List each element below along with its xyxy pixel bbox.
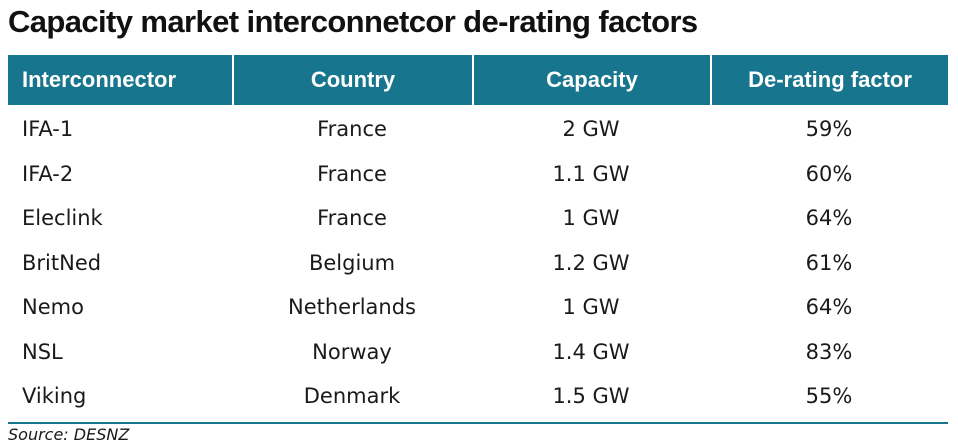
table-header-row: Interconnector Country Capacity De-ratin… (8, 55, 948, 105)
cell-country: France (317, 206, 387, 230)
table-row: IFA-1 France 2 GW 59% (8, 107, 948, 152)
header-country: Country (232, 55, 472, 105)
table-bottom-rule (8, 421, 948, 424)
table-row: Viking Denmark 1.5 GW 55% (8, 374, 948, 419)
cell-de-rating-factor: 64% (805, 295, 853, 319)
cell-interconnector: BritNed (22, 250, 102, 275)
cell-capacity: 2 GW (562, 117, 620, 141)
cell-de-rating-factor: 59% (805, 117, 853, 141)
cell-country: Belgium (308, 250, 396, 275)
table-row: Eleclink France 1 GW 64% (8, 196, 948, 241)
cell-country: Denmark (303, 384, 401, 408)
cell-interconnector: IFA-1 (22, 117, 74, 141)
table-body: IFA-1 France 2 GW 59% IFA-2 France 1.1 G… (8, 105, 948, 419)
table-row: Nemo Netherlands 1 GW 64% (8, 285, 948, 330)
cell-de-rating-factor: 55% (805, 384, 853, 408)
source-note: Source: DESNZ (8, 425, 130, 444)
cell-country: Netherlands (287, 295, 416, 319)
cell-de-rating-factor: 61% (805, 250, 853, 275)
cell-capacity: 1.1 GW (552, 161, 630, 186)
cell-interconnector: IFA-2 (22, 161, 74, 186)
data-table: Interconnector Country Capacity De-ratin… (8, 55, 948, 424)
cell-interconnector: NSL (22, 339, 63, 364)
cell-interconnector: Viking (22, 384, 87, 408)
cell-interconnector: Nemo (22, 295, 84, 319)
cell-de-rating-factor: 60% (805, 161, 853, 186)
cell-country: Norway (312, 339, 392, 364)
cell-capacity: 1.4 GW (552, 339, 630, 364)
header-de-rating-factor: De-rating factor (710, 55, 948, 105)
cell-country: France (317, 117, 387, 141)
cell-de-rating-factor: 83% (805, 339, 853, 364)
cell-de-rating-factor: 64% (805, 206, 853, 230)
cell-capacity: 1.5 GW (552, 384, 630, 408)
cell-capacity: 1 GW (562, 206, 620, 230)
table-row: IFA-2 France 1.1 GW 60% (8, 152, 948, 197)
cell-interconnector: Eleclink (22, 206, 103, 230)
cell-capacity: 1.2 GW (552, 250, 630, 275)
table-row: NSL Norway 1.4 GW 83% (8, 330, 948, 375)
cell-capacity: 1 GW (562, 295, 620, 319)
page-title: Capacity market interconnetcor de-rating… (8, 4, 698, 39)
header-interconnector: Interconnector (22, 67, 177, 92)
table-row: BritNed Belgium 1.2 GW 61% (8, 241, 948, 286)
cell-country: France (317, 161, 387, 186)
header-capacity: Capacity (472, 55, 710, 105)
